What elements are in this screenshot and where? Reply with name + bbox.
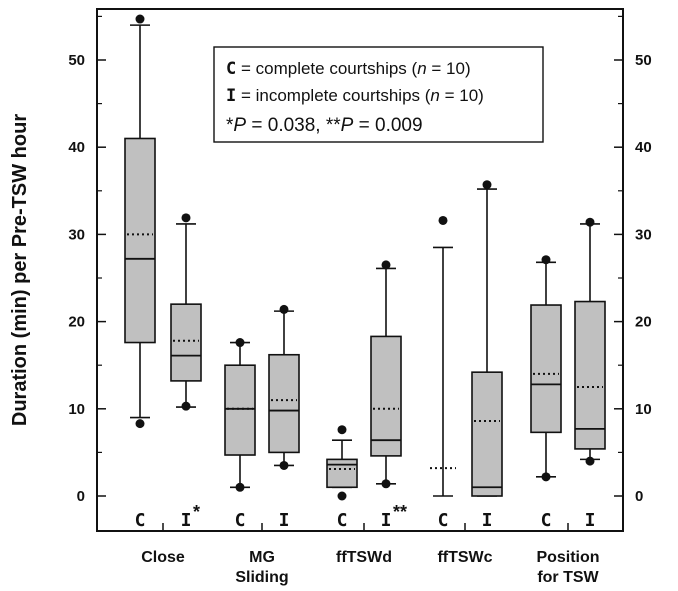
series-code-label: I — [482, 510, 493, 531]
series-code-label: C — [135, 510, 146, 531]
legend-code-c: C — [226, 59, 236, 79]
outlier-point — [482, 180, 492, 190]
y-tick-label-right: 10 — [635, 401, 652, 418]
legend-n: n — [430, 86, 439, 105]
category-label-line: Close — [141, 549, 185, 566]
series-code-label: C — [541, 510, 552, 531]
outlier-point — [438, 215, 448, 225]
series-code-label: I — [381, 510, 392, 531]
category-label-line: for TSW — [537, 569, 599, 586]
legend-text: = 10) — [427, 59, 471, 78]
series-code-label: I — [279, 510, 290, 531]
category-label-line: Position — [536, 549, 599, 566]
box-C-4: C — [530, 255, 562, 531]
legend-pvalue-part: = 0.009 — [353, 115, 422, 136]
outlier-point — [585, 217, 595, 227]
outlier-point — [235, 338, 245, 348]
category-label-line: Sliding — [235, 569, 288, 586]
category-label: Close — [141, 549, 185, 566]
y-tick-label-right: 30 — [635, 226, 652, 243]
box-I-0: I * — [170, 213, 202, 531]
legend-line-incomplete: I = incomplete courtships (n = 10) — [226, 86, 484, 106]
legend-pvalue-part: P — [341, 115, 354, 136]
box-C-1: C — [224, 338, 256, 531]
legend-pvalue-part: = 0.038, — [246, 115, 326, 136]
legend: C = complete courtships (n = 10)I = inco… — [213, 46, 544, 143]
y-tick-label-left: 10 — [68, 401, 85, 418]
y-tick-label-right: 0 — [635, 488, 643, 505]
box-I-4: I — [574, 217, 606, 531]
category-label-line: ffTSWd — [336, 549, 392, 566]
outlier-point — [585, 456, 595, 466]
series-code-label: C — [337, 510, 348, 531]
outlier-point — [541, 472, 551, 482]
plot-frame — [96, 8, 624, 532]
y-axis-label: Duration (min) per Pre-TSW hour — [9, 114, 31, 426]
y-tick-label-left: 50 — [68, 52, 85, 69]
legend-pvalue-part: ** — [326, 115, 341, 136]
box-iqr — [370, 335, 402, 457]
legend-n: n — [417, 59, 426, 78]
legend-text: = complete courtships ( — [236, 59, 417, 78]
legend-pvalue-part: P — [233, 115, 246, 136]
outlier-point — [135, 419, 145, 429]
outlier-point — [337, 491, 347, 501]
box-iqr — [268, 353, 300, 454]
category-label: MG Sliding — [235, 549, 288, 586]
outlier-point — [337, 425, 347, 435]
box-iqr — [574, 300, 606, 450]
y-tick-label-right: 20 — [635, 314, 652, 331]
box-iqr — [471, 371, 503, 497]
legend-code-i: I — [226, 86, 236, 106]
category-label-line: ffTSWc — [437, 549, 492, 566]
y-tick-label-right: 50 — [635, 52, 652, 69]
legend-text: = 10) — [440, 86, 484, 105]
category-label: ffTSWd — [336, 549, 392, 566]
box-iqr — [124, 137, 156, 344]
box-I-1: I — [268, 304, 300, 531]
y-tick-label-left: 20 — [68, 314, 85, 331]
box-I-3: I — [471, 180, 503, 531]
legend-line-complete: C = complete courtships (n = 10) — [226, 59, 471, 79]
box-iqr — [326, 458, 358, 489]
box-iqr — [530, 304, 562, 434]
box-C-0: C — [124, 14, 156, 531]
outlier-point — [235, 482, 245, 492]
y-tick-label-left: 30 — [68, 226, 85, 243]
outlier-point — [381, 479, 391, 489]
category-label: Position for TSW — [536, 549, 599, 586]
category-label: ffTSWc — [437, 549, 492, 566]
y-tick-label-left: 40 — [68, 139, 85, 156]
outlier-point — [279, 460, 289, 470]
outlier-point — [381, 260, 391, 270]
box-C-2: C — [326, 425, 358, 531]
series-code-label: I — [181, 510, 192, 531]
box-I-2: I ** — [370, 260, 407, 531]
outlier-point — [135, 14, 145, 24]
box-iqr — [170, 303, 202, 382]
series-code-label: C — [235, 510, 246, 531]
legend-pvalue-part: * — [226, 115, 234, 136]
y-tick-label-left: 0 — [77, 488, 85, 505]
box-C-3: C — [430, 215, 456, 531]
category-label-line: MG — [249, 549, 275, 566]
outlier-point — [279, 304, 289, 314]
outlier-point — [181, 213, 191, 223]
series-code-label: I — [585, 510, 596, 531]
series-code-label: C — [438, 510, 449, 531]
axes: 0 0 10 10 20 20 30 30 40 40 50 50 Duration (min) per… — [9, 8, 652, 532]
legend-line-pvalues: *P = 0.038, **P = 0.009 — [226, 115, 423, 136]
legend-box — [213, 46, 544, 143]
outlier-point — [181, 401, 191, 411]
outlier-point — [541, 255, 551, 265]
legend-text: = incomplete courtships ( — [236, 86, 431, 105]
labels: Close MG Sliding ffTSWd ffTSWc Position for TS… — [141, 549, 599, 586]
significance-marker: * — [193, 502, 200, 522]
significance-marker: ** — [393, 502, 407, 522]
box-iqr — [224, 364, 256, 456]
y-tick-label-right: 40 — [635, 139, 652, 156]
boxes: C C C C CI * I I ** I I — [124, 14, 606, 531]
